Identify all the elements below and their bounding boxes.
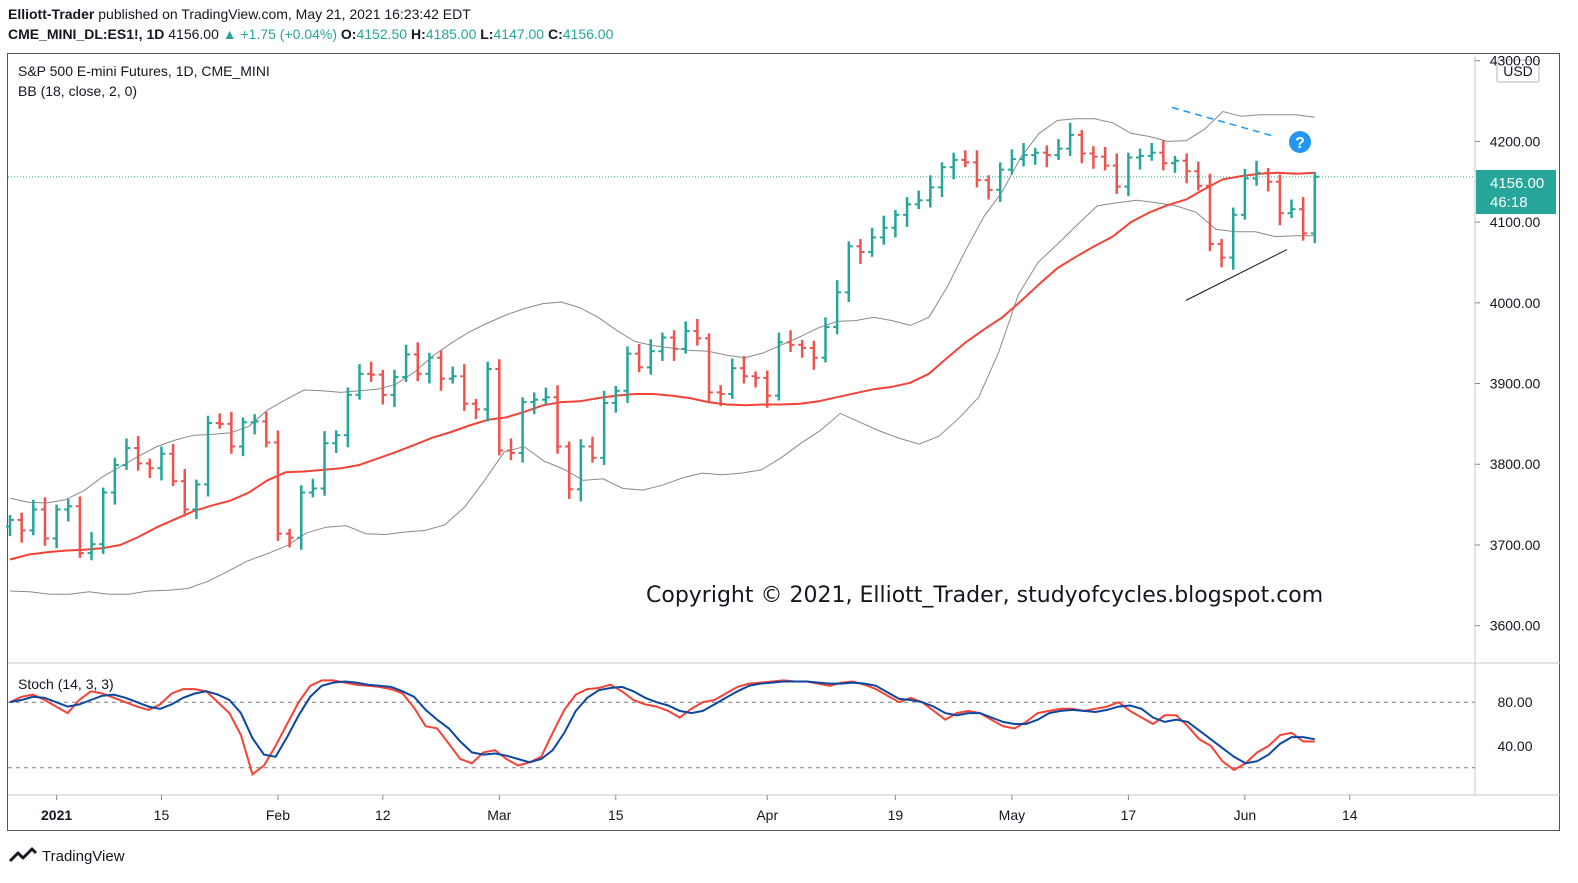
time-tick-label: Apr [756, 807, 778, 823]
price-tick-label: 4100.00 [1490, 214, 1541, 230]
countdown-label: 46:18 [1490, 194, 1528, 211]
publish-header: Elliott-Trader published on TradingView.… [8, 4, 1568, 44]
chart-title: S&P 500 E-mini Futures, 1D, CME_MINI [18, 63, 270, 79]
time-tick-label: 17 [1121, 807, 1137, 823]
stoch-tick-label: 40.00 [1497, 738, 1532, 754]
time-tick-label: May [999, 807, 1025, 823]
close-label: C: [547, 26, 563, 42]
time-tick-label: Feb [266, 807, 290, 823]
last-price: 4156.00 [168, 26, 219, 42]
currency-badge[interactable] [1496, 59, 1540, 83]
high-value: 4185.00 [425, 26, 477, 42]
author-name[interactable]: Elliott-Trader [8, 6, 95, 22]
time-tick-label: 15 [608, 807, 624, 823]
stoch-label: Stoch (14, 3, 3) [18, 676, 114, 692]
question-icon-glyph: ? [1295, 135, 1305, 152]
bb-basis-line [9, 171, 1315, 561]
trendline-support [1185, 249, 1288, 301]
tradingview-logo-icon[interactable] [8, 847, 38, 865]
question-icon[interactable] [1289, 131, 1311, 153]
currency-label: USD [1503, 63, 1533, 79]
time-tick-label: Jun [1234, 807, 1257, 823]
open-value: 4152.50 [356, 26, 408, 42]
trendline-dashed [1171, 106, 1273, 137]
symbol-label: CME_MINI_DL:ES1!, 1D [8, 26, 165, 42]
price-tick-label: 3800.00 [1490, 456, 1541, 472]
time-tick-label: 15 [154, 807, 170, 823]
ohlc-legend: CME_MINI_DL:ES1!, 1D 4156.00 ▲ +1.75 (+0… [8, 24, 1568, 44]
stoch-k-line [9, 679, 1315, 776]
tradingview-brand[interactable]: TradingView [42, 847, 125, 865]
low-label: L: [480, 26, 494, 42]
close-value: 4156.00 [562, 26, 614, 42]
last-price-badge [1476, 170, 1556, 214]
time-tick-label: 2021 [41, 807, 72, 823]
price-tick-label: 3700.00 [1490, 537, 1541, 553]
bb-lower-band [9, 199, 1315, 595]
time-tick-label: 14 [1342, 807, 1358, 823]
stoch-tick-label: 80.00 [1497, 694, 1532, 710]
chart-plot-layer: 3600.00 3700.00 3800.00 3900.00 4000.00 4100.… [6, 53, 1560, 823]
indicator-label: BB (18, close, 2, 0) [18, 83, 137, 99]
bb-upper-band [9, 110, 1315, 504]
high-label: H: [410, 26, 426, 42]
change-value: ▲ +1.75 (+0.04%) [222, 26, 338, 42]
time-tick-label: 19 [888, 807, 904, 823]
published-text: published on TradingView.com, May 21, 20… [98, 6, 471, 22]
copyright-text: Copyright © 2021, Elliott_Trader, studyo… [646, 583, 1323, 608]
time-tick-label: Mar [487, 807, 511, 823]
open-label: O: [340, 26, 357, 42]
footer: TradingView [8, 844, 125, 868]
price-tick-label: 4300.00 [1490, 53, 1541, 69]
chart-frame [7, 53, 1560, 831]
low-value: 4147.00 [493, 26, 545, 42]
publish-info: Elliott-Trader published on TradingView.… [8, 4, 1568, 24]
last-price-label: 4156.00 [1490, 175, 1544, 192]
price-tick-label: 3900.00 [1490, 376, 1541, 392]
price-tick-label: 3600.00 [1490, 618, 1541, 634]
stoch-d-line [9, 680, 1315, 765]
price-tick-label: 4000.00 [1490, 295, 1541, 311]
price-tick-label: 4200.00 [1490, 133, 1541, 149]
time-tick-label: 12 [375, 807, 391, 823]
